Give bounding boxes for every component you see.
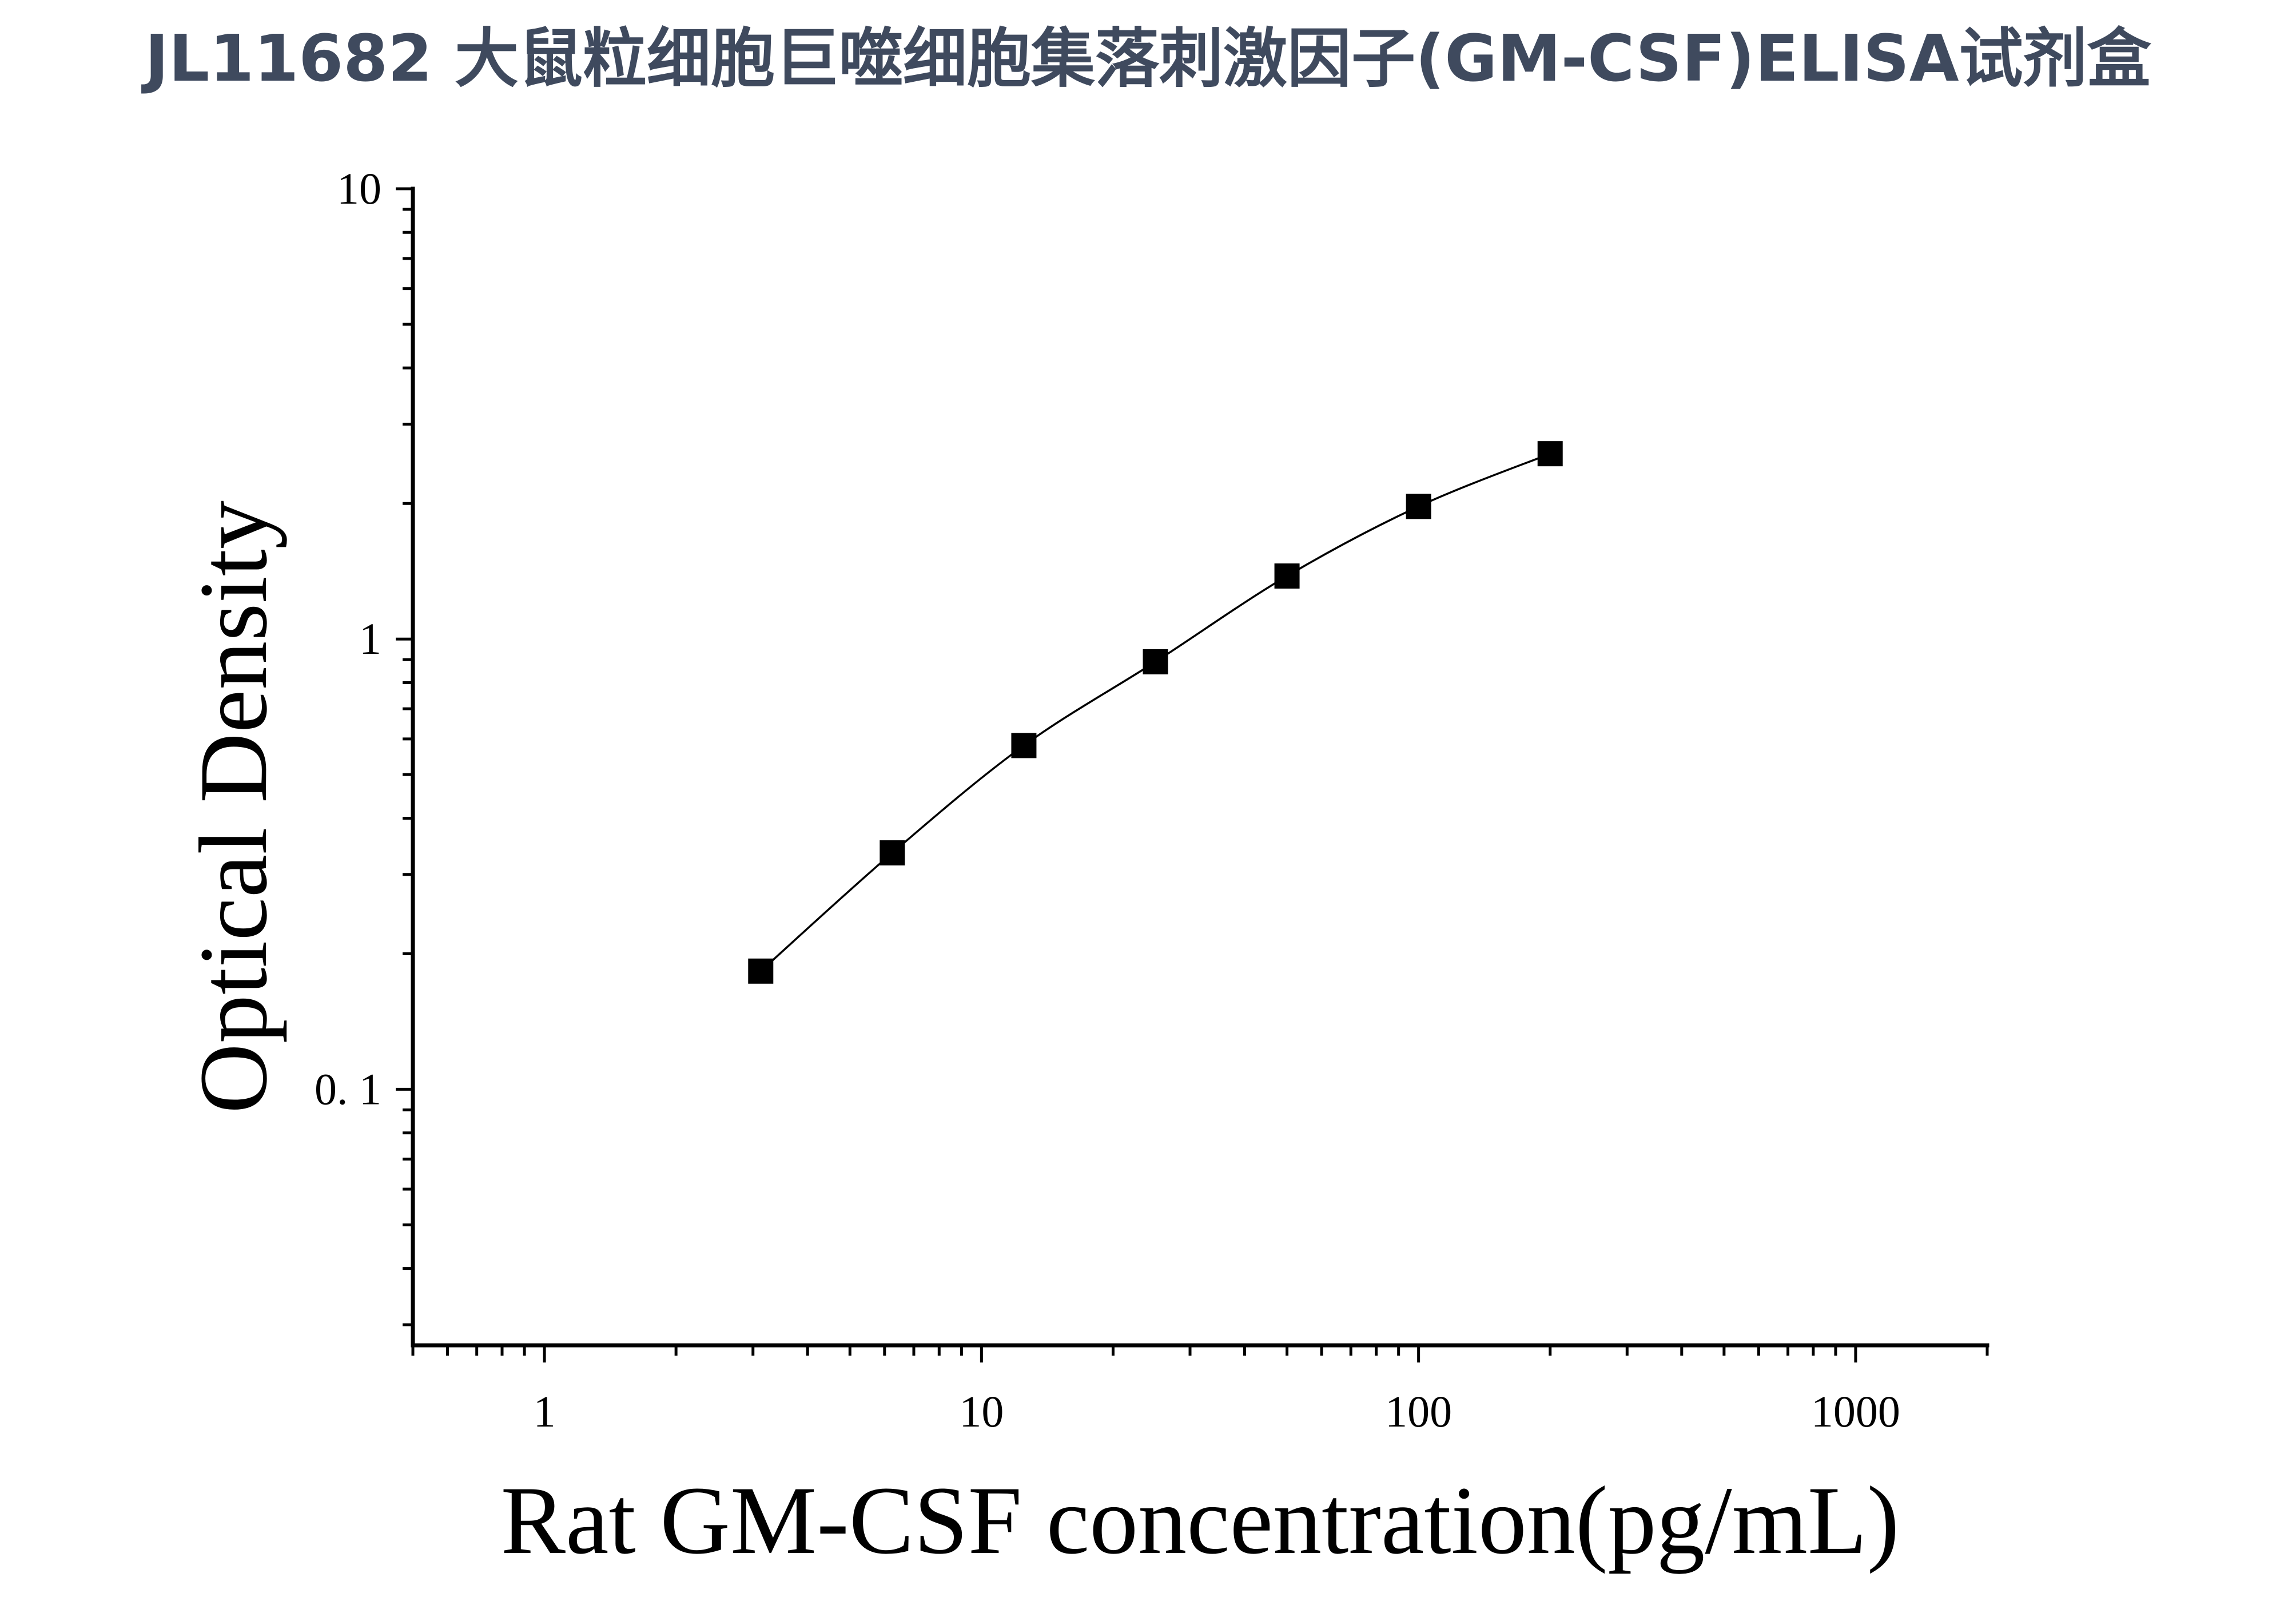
chart-title: JL11682 大鼠粒细胞巨噬细胞集落刺激因子(GM-CSF)ELISA试剂盒 xyxy=(145,22,2151,96)
x-tick-label: 1 xyxy=(534,1387,556,1436)
fit-curve-group xyxy=(760,452,1551,972)
data-point xyxy=(748,958,774,984)
y-axis-title: Optical Density xyxy=(180,500,287,1114)
data-point xyxy=(1011,733,1037,758)
data-point xyxy=(1143,649,1168,675)
axes xyxy=(411,186,1989,1348)
x-tick-label: 1000 xyxy=(1811,1387,1900,1436)
data-point xyxy=(1537,441,1563,467)
x-tick-label: 10 xyxy=(959,1387,1004,1436)
data-point xyxy=(1274,563,1300,589)
data-point xyxy=(880,840,905,866)
fit-curve xyxy=(760,452,1551,972)
x-tick-label: 100 xyxy=(1385,1387,1452,1436)
data-point xyxy=(1406,494,1431,519)
y-tick-label: 0. 1 xyxy=(315,1064,381,1114)
ticks: 1 10 100 1000 0. 1 1 10 xyxy=(315,164,1989,1436)
y-tick-label: 10 xyxy=(337,164,381,213)
x-axis-title: Rat GM-CSF concentration(pg/mL) xyxy=(501,1467,1900,1574)
data-points xyxy=(748,441,1563,984)
axis-labels: Rat GM-CSF concentration(pg/mL) Optical … xyxy=(180,500,1899,1574)
y-tick-label: 1 xyxy=(359,614,381,664)
